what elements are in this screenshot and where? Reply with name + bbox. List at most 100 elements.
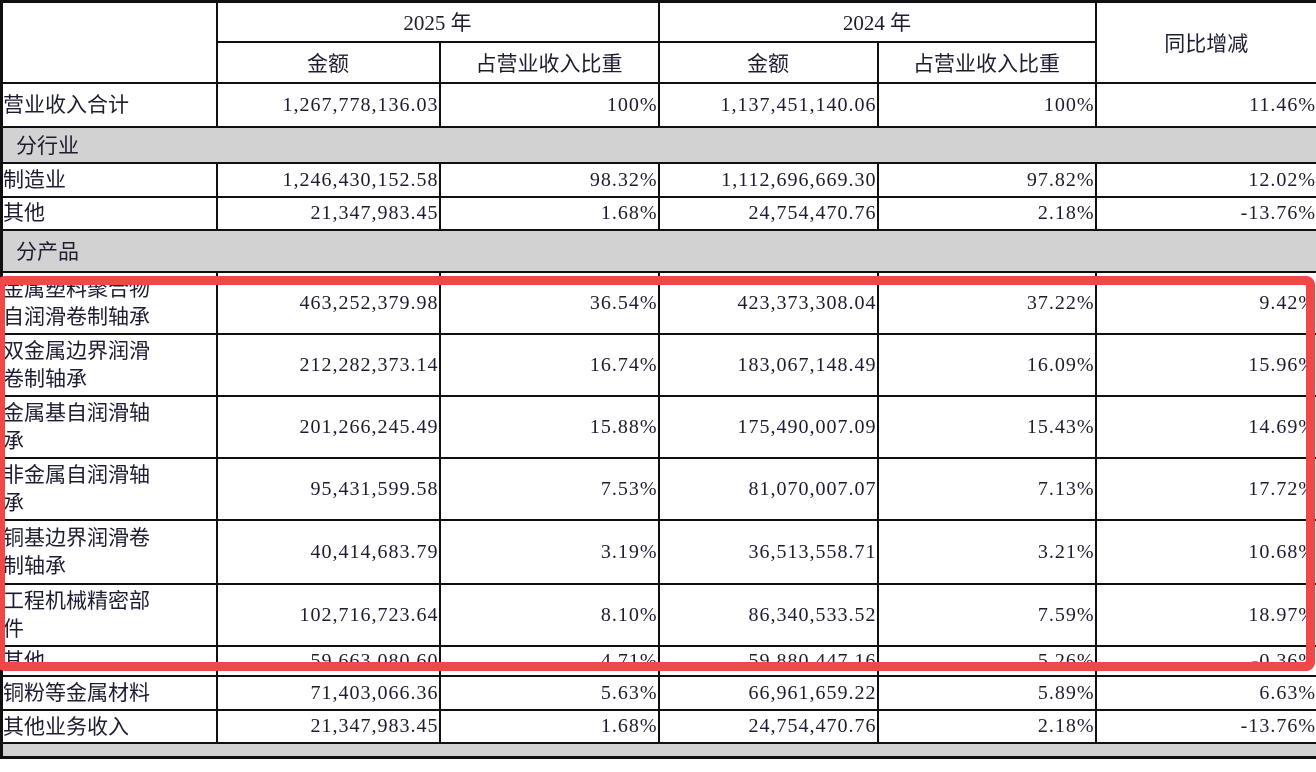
amount-2025-cell: 1,246,430,152.58 bbox=[215, 162, 441, 198]
pct-2025-cell: 1.68% bbox=[438, 709, 660, 745]
pct-2025-cell: 5.63% bbox=[438, 675, 660, 712]
year-2025-header: 2025 年 bbox=[215, 0, 660, 43]
amount-2025-cell: 95,431,599.58 bbox=[215, 457, 441, 521]
section-label: 分产品 bbox=[0, 229, 1316, 273]
amount-2025-cell: 212,282,373.14 bbox=[215, 333, 441, 397]
header-row-years: 2025 年 2024 年 同比增减 bbox=[0, 0, 1316, 84]
yoy-header: 同比增减 bbox=[1094, 0, 1316, 84]
pct-2025-cell: 1.68% bbox=[438, 196, 660, 231]
table-row-total-revenue: 营业收入合计 1,267,778,136.03 100% 1,137,451,1… bbox=[0, 82, 1316, 128]
amount-2024-cell: 24,754,470.76 bbox=[657, 196, 879, 231]
amount-2024-cell: 1,137,451,140.06 bbox=[657, 82, 879, 128]
yoy-cell: 11.46% bbox=[1094, 82, 1316, 128]
amount-2024-cell: 36,513,558.71 bbox=[657, 519, 879, 585]
yoy-cell: 12.02% bbox=[1094, 162, 1316, 198]
row-label: 金属塑料聚合物自润滑卷制轴承 bbox=[0, 271, 218, 335]
pct-2025-cell: 36.54% bbox=[438, 271, 660, 335]
pct-2025-cell: 8.10% bbox=[438, 583, 660, 647]
pct-2024-cell: 7.13% bbox=[876, 457, 1097, 521]
row-label: 营业收入合计 bbox=[0, 82, 218, 128]
pct-2025-cell: 4.71% bbox=[438, 644, 660, 678]
row-label: 其他业务收入 bbox=[0, 709, 218, 745]
pct-2025-cell: 7.53% bbox=[438, 457, 660, 521]
amount-2024-cell: 175,490,007.09 bbox=[657, 395, 879, 459]
section-row-partial bbox=[0, 742, 1316, 758]
table-row-nonmetal-bearings: 非金属自润滑轴承 95,431,599.58 7.53% 81,070,007.… bbox=[0, 457, 1316, 521]
yoy-cell: -13.76% bbox=[1094, 196, 1316, 231]
amount-2025-cell: 21,347,983.45 bbox=[215, 709, 441, 745]
amount-2025-cell: 59,663,080.60 bbox=[215, 644, 441, 678]
amount-2025-cell: 1,267,778,136.03 bbox=[215, 82, 441, 128]
pct-2025-cell: 98.32% bbox=[438, 162, 660, 198]
table-row-manufacturing: 制造业 1,246,430,152.58 98.32% 1,112,696,66… bbox=[0, 162, 1316, 198]
amount-2024-cell: 423,373,308.04 bbox=[657, 271, 879, 335]
pct-2024-cell: 5.26% bbox=[876, 644, 1097, 678]
pct-2024-cell: 2.18% bbox=[876, 709, 1097, 745]
amount-2024-cell: 59,880,447.16 bbox=[657, 644, 879, 678]
yoy-cell: 10.68% bbox=[1094, 519, 1316, 585]
table-row-bimetal-boundary-bearings: 双金属边界润滑卷制轴承 212,282,373.14 16.74% 183,06… bbox=[0, 333, 1316, 397]
table-row-other-business-income: 其他业务收入 21,347,983.45 1.68% 24,754,470.76… bbox=[0, 709, 1316, 745]
table-row-industry-other: 其他 21,347,983.45 1.68% 24,754,470.76 2.1… bbox=[0, 196, 1316, 231]
amount-2025-header: 金额 bbox=[215, 41, 441, 84]
amount-2024-cell: 86,340,533.52 bbox=[657, 583, 879, 647]
corner-empty-cell bbox=[0, 0, 218, 84]
amount-2025-cell: 463,252,379.98 bbox=[215, 271, 441, 335]
pct-2024-cell: 15.43% bbox=[876, 395, 1097, 459]
year-2024-header: 2024 年 bbox=[657, 0, 1097, 43]
row-label: 铜粉等金属材料 bbox=[0, 675, 218, 712]
pct-2024-cell: 2.18% bbox=[876, 196, 1097, 231]
pct-2024-cell: 100% bbox=[876, 82, 1097, 128]
pct-2025-cell: 15.88% bbox=[438, 395, 660, 459]
amount-2025-cell: 21,347,983.45 bbox=[215, 196, 441, 231]
amount-2024-cell: 66,961,659.22 bbox=[657, 675, 879, 712]
amount-2024-header: 金额 bbox=[657, 41, 879, 84]
proportion-2025-header: 占营业收入比重 bbox=[438, 41, 660, 84]
pct-2024-cell: 7.59% bbox=[876, 583, 1097, 647]
table-row-engineering-machinery-parts: 工程机械精密部件 102,716,723.64 8.10% 86,340,533… bbox=[0, 583, 1316, 647]
section-partial-cell bbox=[0, 742, 1316, 758]
row-label: 其他 bbox=[0, 196, 218, 231]
pct-2024-cell: 16.09% bbox=[876, 333, 1097, 397]
amount-2025-cell: 71,403,066.36 bbox=[215, 675, 441, 712]
yoy-cell: 9.42% bbox=[1094, 271, 1316, 335]
yoy-cell: 14.69% bbox=[1094, 395, 1316, 459]
row-label: 制造业 bbox=[0, 162, 218, 198]
row-label: 非金属自润滑轴承 bbox=[0, 457, 218, 521]
pct-2024-cell: 37.22% bbox=[876, 271, 1097, 335]
yoy-cell: 15.96% bbox=[1094, 333, 1316, 397]
table-row-metal-plastic-polymer-bearings: 金属塑料聚合物自润滑卷制轴承 463,252,379.98 36.54% 423… bbox=[0, 271, 1316, 335]
amount-2025-cell: 201,266,245.49 bbox=[215, 395, 441, 459]
proportion-2024-header: 占营业收入比重 bbox=[876, 41, 1097, 84]
section-row-by-product: 分产品 bbox=[0, 229, 1316, 273]
yoy-cell: -13.76% bbox=[1094, 709, 1316, 745]
row-label: 铜基边界润滑卷制轴承 bbox=[0, 519, 218, 585]
row-label: 其他 bbox=[0, 644, 218, 678]
section-label: 分行业 bbox=[0, 126, 1316, 164]
amount-2025-cell: 40,414,683.79 bbox=[215, 519, 441, 585]
amount-2024-cell: 81,070,007.07 bbox=[657, 457, 879, 521]
header-row-subcolumns: 金额 占营业收入比重 金额 占营业收入比重 bbox=[2, 41, 1316, 84]
row-label: 工程机械精密部件 bbox=[0, 583, 218, 647]
table-row-product-other: 其他 59,663,080.60 4.71% 59,880,447.16 5.2… bbox=[0, 644, 1316, 678]
section-row-by-industry: 分行业 bbox=[0, 126, 1316, 164]
yoy-cell: 18.97% bbox=[1094, 583, 1316, 647]
amount-2024-cell: 24,754,470.76 bbox=[657, 709, 879, 745]
yoy-cell: 17.72% bbox=[1094, 457, 1316, 521]
amount-2024-cell: 183,067,148.49 bbox=[657, 333, 879, 397]
pct-2025-cell: 16.74% bbox=[438, 333, 660, 397]
table-row-copper-base-bearings: 铜基边界润滑卷制轴承 40,414,683.79 3.19% 36,513,55… bbox=[0, 519, 1316, 585]
pct-2025-cell: 3.19% bbox=[438, 519, 660, 585]
amount-2024-cell: 1,112,696,669.30 bbox=[657, 162, 879, 198]
pct-2025-cell: 100% bbox=[438, 82, 660, 128]
yoy-cell: -0.36% bbox=[1094, 644, 1316, 678]
pct-2024-cell: 5.89% bbox=[876, 675, 1097, 712]
row-label: 金属基自润滑轴承 bbox=[0, 395, 218, 459]
pct-2024-cell: 97.82% bbox=[876, 162, 1097, 198]
row-label: 双金属边界润滑卷制轴承 bbox=[0, 333, 218, 397]
table-row-metal-base-bearings: 金属基自润滑轴承 201,266,245.49 15.88% 175,490,0… bbox=[0, 395, 1316, 459]
table-row-copper-powder-materials: 铜粉等金属材料 71,403,066.36 5.63% 66,961,659.2… bbox=[0, 675, 1316, 712]
amount-2025-cell: 102,716,723.64 bbox=[215, 583, 441, 647]
